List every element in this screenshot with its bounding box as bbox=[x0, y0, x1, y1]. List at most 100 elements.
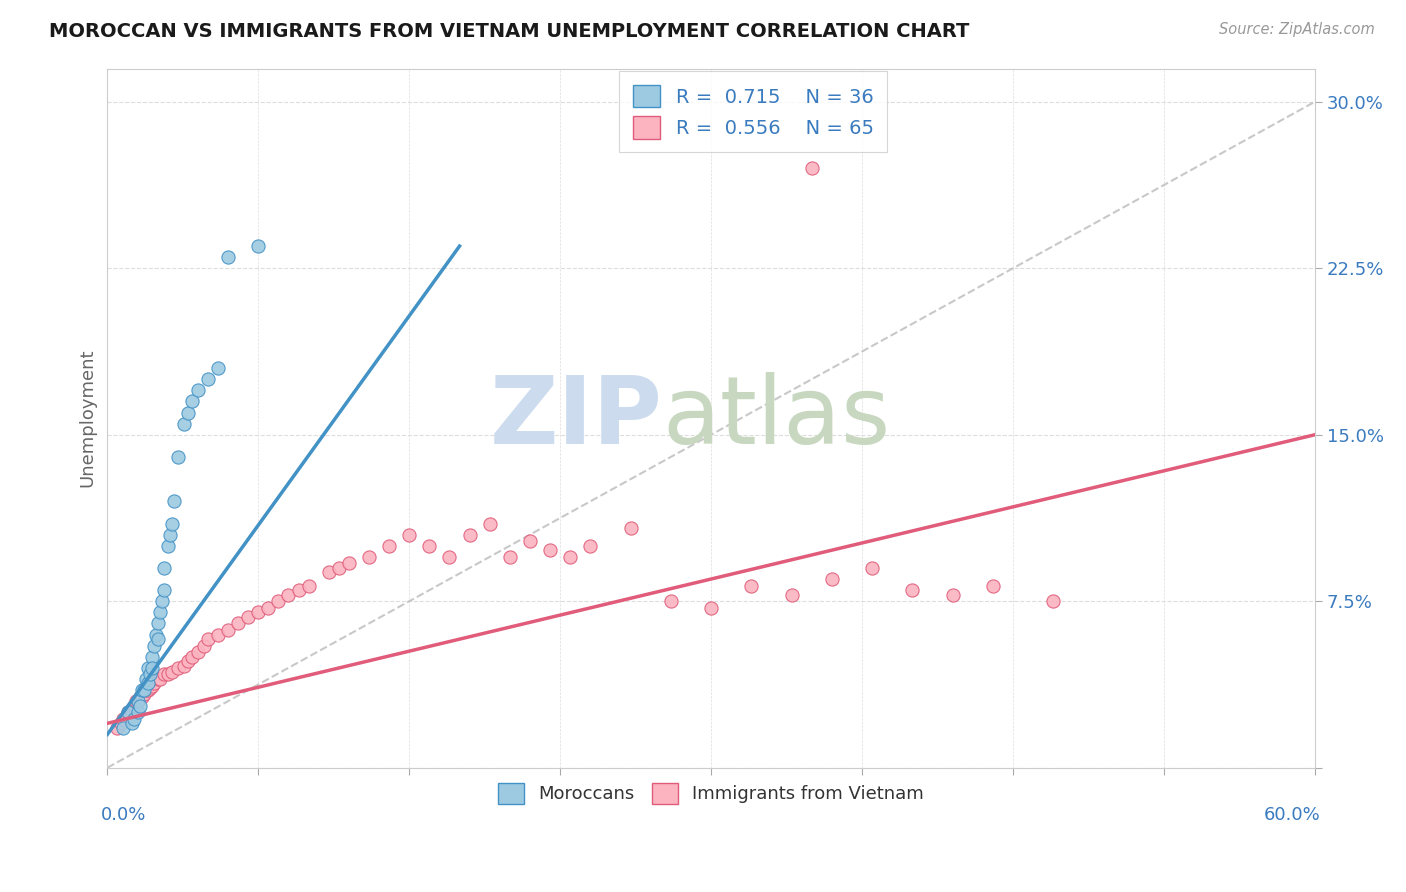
Point bbox=[328, 561, 350, 575]
Point bbox=[107, 721, 129, 735]
Point bbox=[122, 712, 145, 726]
Text: Source: ZipAtlas.com: Source: ZipAtlas.com bbox=[1219, 22, 1375, 37]
Point bbox=[141, 679, 163, 693]
Point bbox=[132, 683, 155, 698]
Point bbox=[187, 645, 209, 659]
Point bbox=[112, 721, 135, 735]
Text: 60.0%: 60.0% bbox=[1264, 806, 1320, 824]
Point bbox=[121, 705, 143, 719]
Point bbox=[131, 690, 153, 704]
Point bbox=[173, 417, 195, 431]
Point bbox=[238, 609, 260, 624]
Point bbox=[297, 579, 319, 593]
Point bbox=[277, 588, 299, 602]
Point bbox=[740, 579, 762, 593]
Point bbox=[141, 649, 163, 664]
Point bbox=[142, 639, 165, 653]
Point bbox=[560, 549, 582, 564]
Y-axis label: Unemployment: Unemployment bbox=[79, 349, 96, 487]
Point bbox=[112, 712, 135, 726]
Point bbox=[579, 539, 602, 553]
Point bbox=[117, 705, 139, 719]
Point bbox=[620, 521, 643, 535]
Point bbox=[180, 394, 202, 409]
Point bbox=[166, 661, 188, 675]
Point bbox=[117, 705, 139, 719]
Point bbox=[267, 594, 290, 608]
Point bbox=[149, 605, 172, 619]
Point bbox=[257, 600, 280, 615]
Point bbox=[439, 549, 461, 564]
Legend: Moroccans, Immigrants from Vietnam: Moroccans, Immigrants from Vietnam bbox=[491, 776, 931, 811]
Point bbox=[418, 539, 440, 553]
Point bbox=[166, 450, 188, 464]
Point bbox=[942, 588, 965, 602]
Point bbox=[177, 654, 200, 668]
Point bbox=[177, 406, 200, 420]
Point bbox=[187, 384, 209, 398]
Point bbox=[124, 694, 146, 708]
Point bbox=[821, 572, 844, 586]
Point bbox=[122, 698, 145, 713]
Point bbox=[136, 676, 159, 690]
Point bbox=[121, 716, 143, 731]
Point bbox=[207, 361, 229, 376]
Point bbox=[142, 676, 165, 690]
Point bbox=[901, 583, 924, 598]
Point bbox=[132, 688, 155, 702]
Point bbox=[247, 239, 270, 253]
Point bbox=[150, 594, 173, 608]
Point bbox=[146, 616, 169, 631]
Point bbox=[659, 594, 682, 608]
Point bbox=[159, 527, 181, 541]
Point bbox=[478, 516, 501, 531]
Point bbox=[136, 683, 159, 698]
Point bbox=[141, 661, 163, 675]
Point bbox=[378, 539, 401, 553]
Point bbox=[1042, 594, 1064, 608]
Point bbox=[149, 672, 172, 686]
Point bbox=[127, 705, 149, 719]
Point bbox=[145, 627, 167, 641]
Point bbox=[138, 667, 160, 681]
Point bbox=[207, 627, 229, 641]
Point bbox=[217, 623, 239, 637]
Point bbox=[519, 534, 541, 549]
Point bbox=[163, 494, 186, 508]
Point bbox=[180, 649, 202, 664]
Point bbox=[538, 543, 561, 558]
Point bbox=[128, 698, 150, 713]
Point bbox=[146, 632, 169, 646]
Text: atlas: atlas bbox=[662, 372, 891, 464]
Point bbox=[138, 681, 160, 695]
Point bbox=[160, 665, 183, 680]
Point bbox=[136, 661, 159, 675]
Point bbox=[337, 557, 360, 571]
Point bbox=[458, 527, 481, 541]
Point bbox=[217, 250, 239, 264]
Point bbox=[499, 549, 522, 564]
Point bbox=[152, 561, 174, 575]
Point bbox=[193, 639, 215, 653]
Point bbox=[197, 632, 219, 646]
Text: ZIP: ZIP bbox=[489, 372, 662, 464]
Point bbox=[135, 672, 157, 686]
Point bbox=[156, 539, 179, 553]
Text: 0.0%: 0.0% bbox=[101, 806, 146, 824]
Point bbox=[152, 583, 174, 598]
Point bbox=[226, 616, 249, 631]
Point bbox=[700, 600, 723, 615]
Point bbox=[127, 694, 149, 708]
Point bbox=[287, 583, 309, 598]
Point bbox=[110, 716, 132, 731]
Point bbox=[780, 588, 803, 602]
Point bbox=[173, 658, 195, 673]
Point bbox=[860, 561, 883, 575]
Point bbox=[127, 694, 149, 708]
Text: MOROCCAN VS IMMIGRANTS FROM VIETNAM UNEMPLOYMENT CORRELATION CHART: MOROCCAN VS IMMIGRANTS FROM VIETNAM UNEM… bbox=[49, 22, 970, 41]
Point bbox=[247, 605, 270, 619]
Point bbox=[197, 372, 219, 386]
Point bbox=[152, 667, 174, 681]
Point bbox=[318, 566, 340, 580]
Point bbox=[131, 683, 153, 698]
